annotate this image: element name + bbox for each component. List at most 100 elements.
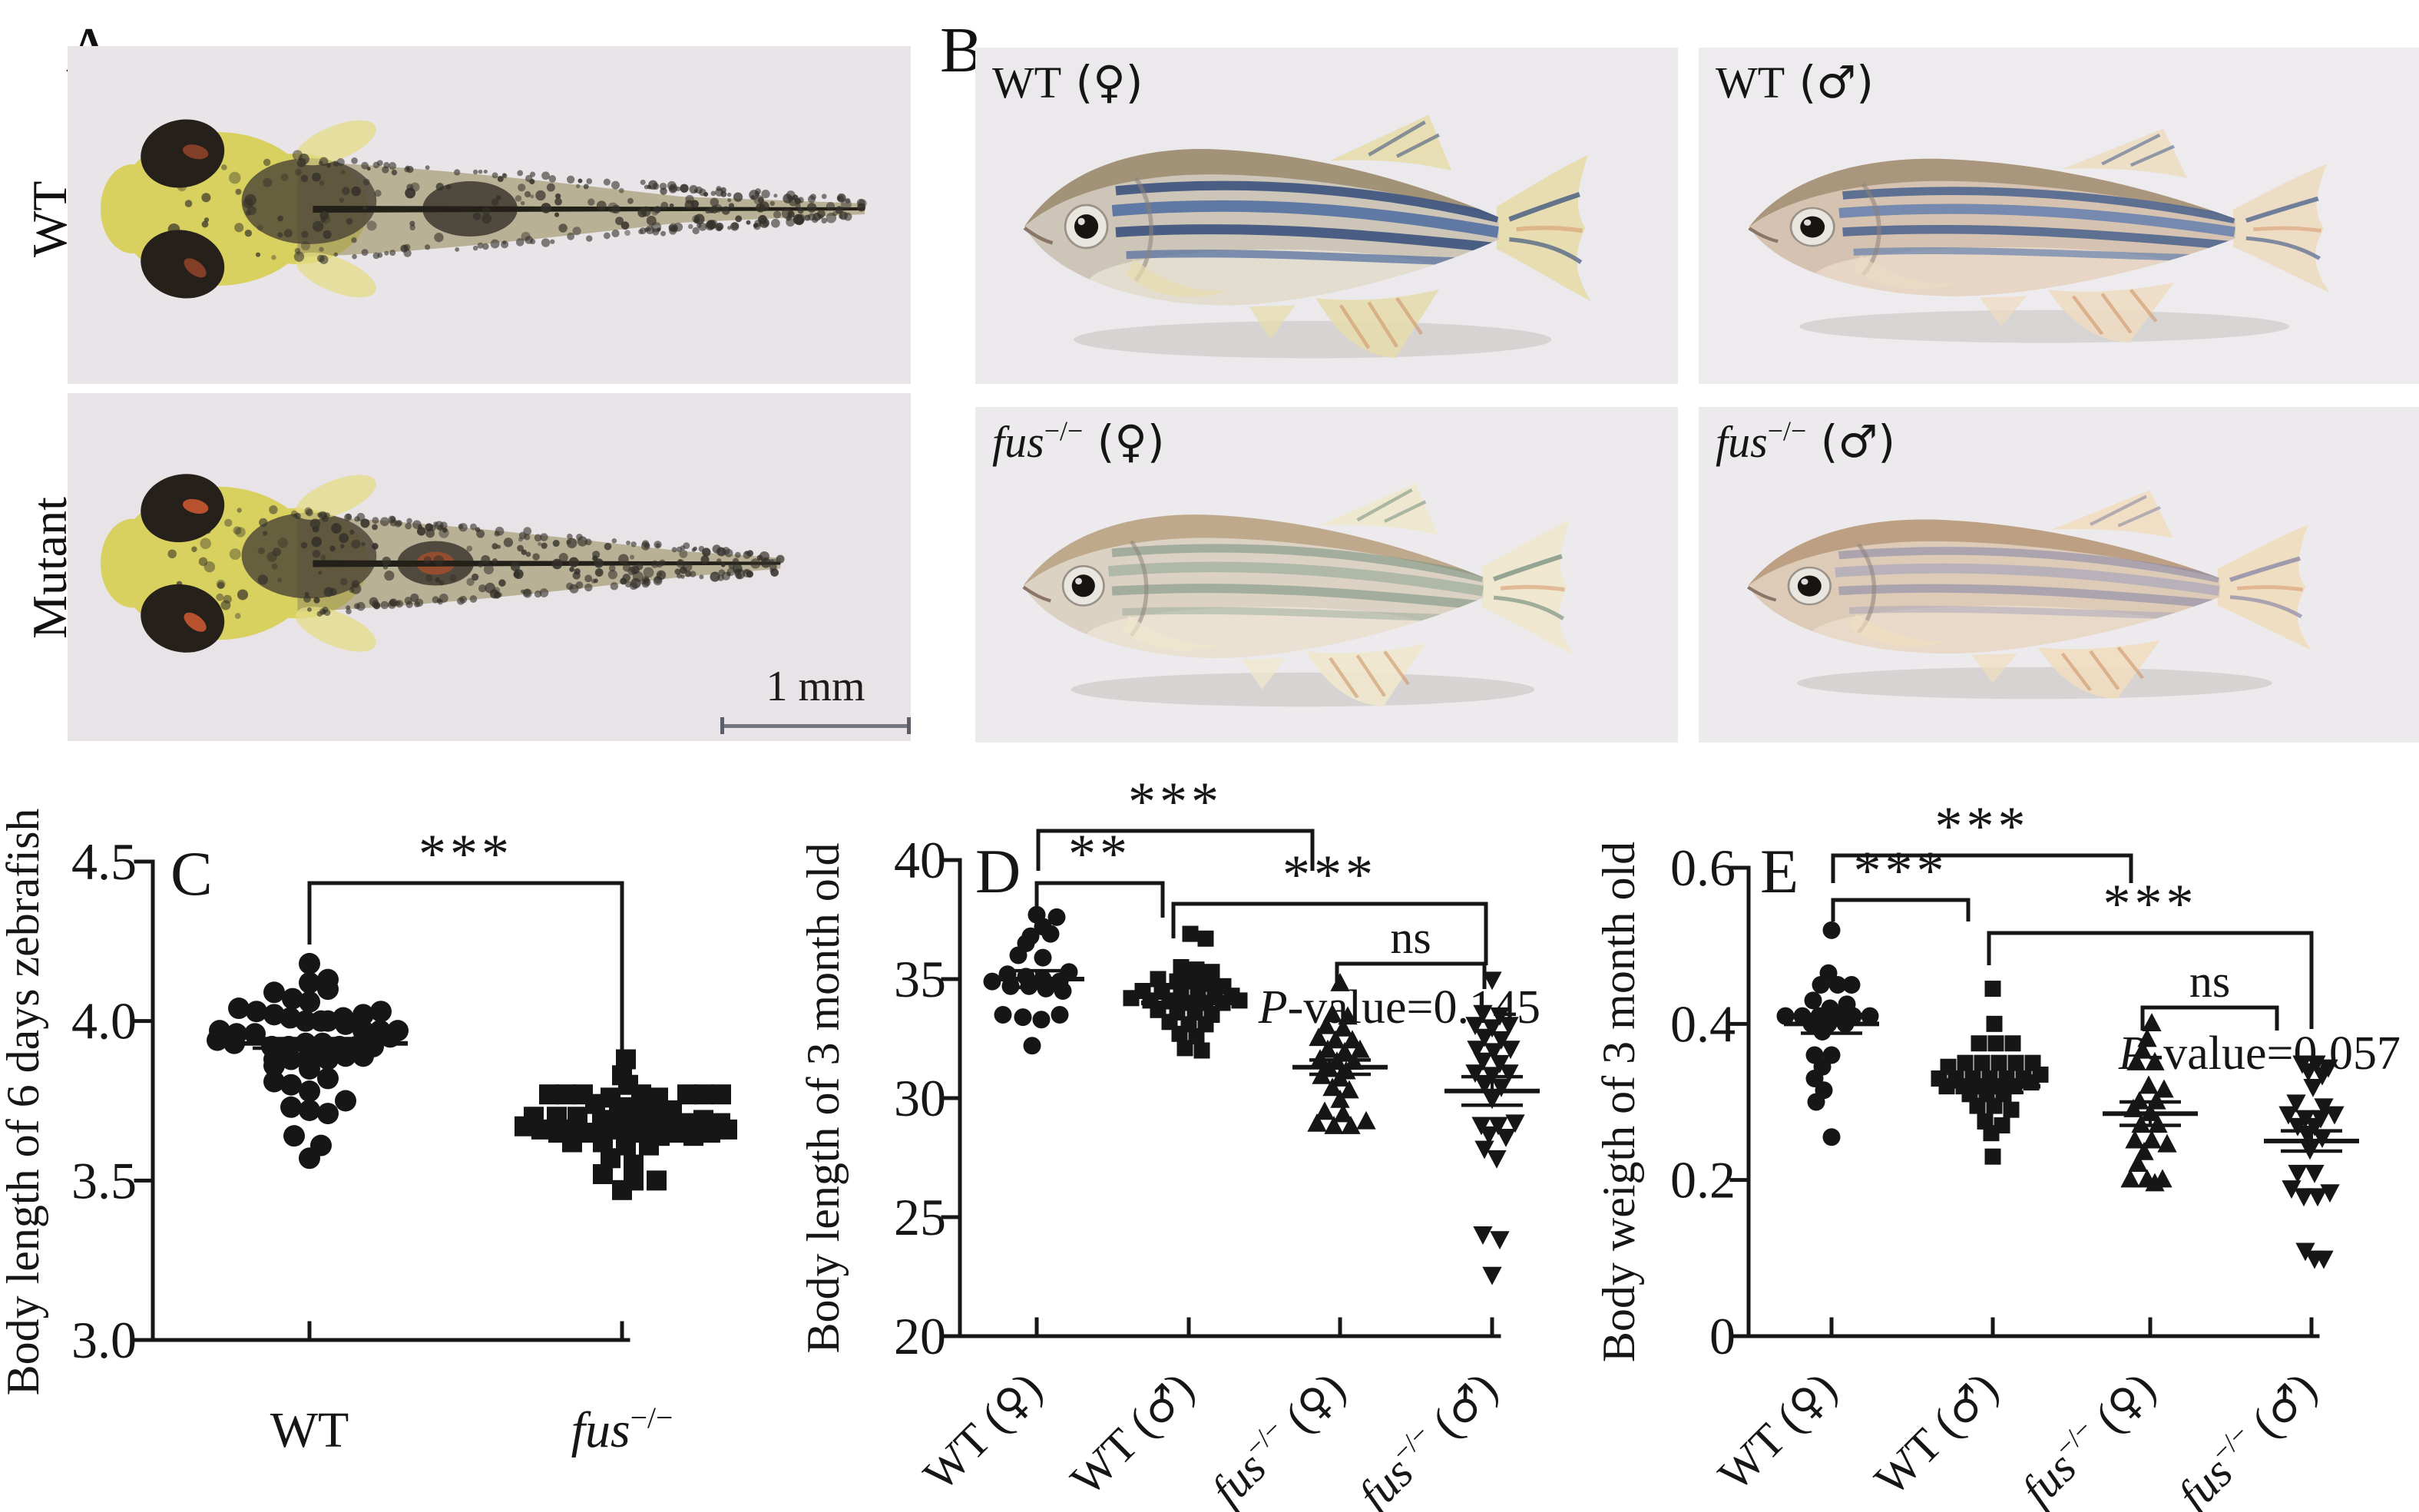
mean-sem [1141, 996, 1236, 1010]
category-label: WT (♀) [1709, 1363, 1847, 1501]
y-tick-label: 25 [894, 1188, 946, 1246]
adult-fus-female-illustration [1022, 483, 1574, 707]
adult-wt-male-illustration [1748, 128, 2330, 343]
photo-label: fus−/− (♀) [992, 415, 1165, 468]
mean-sem [989, 968, 1084, 990]
mean-sem [1292, 1058, 1388, 1077]
scale-bar-label: 1 mm [766, 663, 865, 710]
y-tick-label: 35 [894, 950, 946, 1008]
significance-bracket: *** [307, 823, 624, 1056]
series-1-points [207, 952, 409, 1170]
photo-label: WT (♀) [992, 58, 1143, 108]
genotype-label: fus [1716, 417, 1768, 467]
significance-label: *** [1935, 796, 2030, 857]
larva-wt-illustration [100, 119, 867, 299]
mean-sem [211, 1037, 408, 1050]
series-3-points [2120, 1013, 2177, 1192]
axes [134, 859, 630, 1342]
mean-sem [2103, 1100, 2198, 1127]
significance-bracket: *** [1171, 844, 1488, 965]
significance-bracket: *** [1036, 771, 1315, 871]
p-value-text: P-value=0.057 [2118, 1027, 2401, 1080]
category-label: WT (♂) [1061, 1363, 1203, 1506]
category-label: fus−/− (♀) [1200, 1361, 1355, 1512]
mean-sem [1784, 1012, 1879, 1035]
scale-bar: 1 mm [720, 662, 911, 734]
genotype-superscript: −/− [1767, 415, 1807, 446]
photo-adult-fus-female: fus−/− (♀) [975, 407, 1678, 743]
y-tick-label: 30 [894, 1069, 946, 1127]
photo-adult-fus-male: fus−/− (♂) [1699, 407, 2419, 743]
category-label: WT (♂) [1865, 1363, 2007, 1506]
significance-label: ns [2189, 956, 2230, 1007]
significance-label: *** [2103, 873, 2198, 935]
category-label: fus−/− (♀) [2010, 1361, 2165, 1512]
series-4-points [1465, 971, 1525, 1285]
sex-label: (♀) [1083, 415, 1165, 468]
mean-sem [524, 1123, 720, 1136]
y-tick-label: 0.4 [1670, 994, 1736, 1053]
series-4-points [2278, 1055, 2345, 1269]
photo-larva-wt [68, 46, 911, 384]
genotype-superscript: −/− [1044, 415, 1084, 446]
y-tick-label: 4.0 [71, 992, 137, 1050]
genotype-label: fus [992, 417, 1044, 467]
panel-letter: C [170, 839, 213, 908]
axes [1729, 865, 2320, 1338]
axes [941, 858, 1501, 1338]
panel-letter: E [1760, 836, 1799, 906]
larva-mutant-illustration [100, 474, 785, 653]
series-2-points [1931, 981, 2049, 1165]
category-label: WT [270, 1402, 349, 1458]
y-tick-label: 3.0 [71, 1311, 137, 1369]
photo-label: fus−/− (♂) [1716, 415, 1895, 468]
sex-label: (♂) [1785, 56, 1874, 108]
photo-label: WT (♂) [1716, 58, 1874, 108]
p-value-text: P-value=0.145 [1258, 981, 1540, 1034]
genotype-label: WT [1716, 58, 1785, 108]
series-1-points [983, 905, 1078, 1055]
y-tick-label: 0.6 [1670, 839, 1736, 897]
photo-larva-mutant: 1 mm [68, 393, 911, 741]
category-label: fus−/− (♂) [2167, 1361, 2327, 1512]
y-axis-title: Body length of 6 days zebrafish [0, 809, 48, 1396]
y-axis-title: Body length of 3 month old [798, 843, 849, 1354]
sex-label: (♂) [1806, 415, 1895, 468]
significance-label: *** [1854, 840, 1948, 902]
significance-bracket: ns [1335, 912, 1487, 989]
y-tick-label: 0.2 [1670, 1151, 1736, 1209]
significance-label: *** [1282, 844, 1377, 905]
significance-bracket: ** [1034, 823, 1165, 918]
significance-label: ns [1390, 912, 1431, 963]
mean-sem [1444, 1074, 1540, 1107]
y-tick-label: 0 [1709, 1307, 1736, 1365]
adult-wt-female-illustration [1023, 114, 1591, 359]
adult-fus-male-illustration [1746, 490, 2311, 700]
significance-bracket: *** [1831, 796, 2133, 883]
genotype-label: WT [992, 58, 1062, 108]
significance-label: ** [1068, 823, 1131, 885]
significance-bracket: *** [1987, 873, 2314, 1029]
panel-c: 4.5 4.0 3.5 3.0 *** WT fus−/− C Body length of 6… [0, 809, 737, 1458]
y-tick-label: 3.5 [71, 1151, 137, 1209]
significance-label: *** [1128, 771, 1223, 832]
scale-bar-line [720, 717, 911, 734]
significance-bracket: ns [2140, 956, 2279, 1031]
significance-bracket: *** [1831, 840, 1971, 921]
y-tick-label: 4.5 [71, 832, 137, 891]
category-label: WT (♀) [914, 1363, 1052, 1501]
y-axis-title: Body weigth of 3 month old [1593, 842, 1644, 1362]
significance-label: *** [419, 823, 513, 885]
photo-adult-wt-female: WT (♀) [975, 48, 1678, 384]
mean-sem [1945, 1078, 2040, 1095]
y-tick-label: 40 [894, 831, 946, 889]
mean-sem [2264, 1129, 2359, 1153]
category-label: fus−/− (♂) [1348, 1361, 1507, 1512]
photo-adult-wt-male: WT (♂) [1699, 48, 2419, 384]
category-label: fus−/− [571, 1401, 673, 1458]
panel-letter: D [975, 836, 1021, 906]
